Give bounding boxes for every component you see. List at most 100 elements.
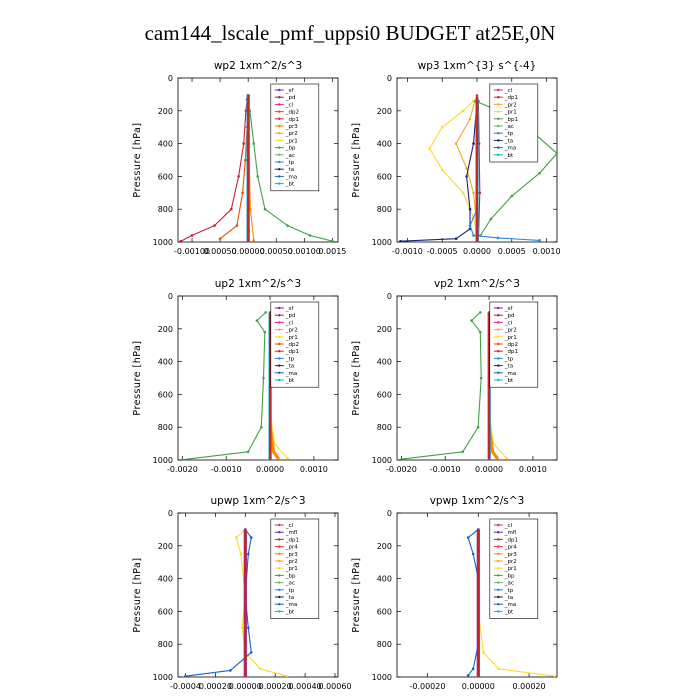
legend-marker [497,306,500,310]
legend-entry: _pr1 [285,138,298,144]
series-marker-pr1 [440,125,444,129]
y-tick-label: 200 [377,325,392,334]
legend-entry: _pr2 [504,328,517,334]
y-tick-label: 400 [377,358,392,367]
legend-entry: _bp [285,146,296,152]
legend-entry: _bp [504,573,515,579]
legend-marker [278,378,281,382]
legend-marker [278,357,281,360]
panel-5: upwp 1xm^2/s^3 Pressure [hPa] 0 200 400 600 80… [132,495,352,691]
legend-entry: _bt [504,609,514,615]
series-marker-pr1 [461,109,465,113]
y-tick-label: 1000 [372,673,392,682]
series-marker-pr1 [461,191,465,195]
series-line-bp [247,99,333,242]
legend-marker [497,103,500,106]
series-marker-pr1 [285,674,289,677]
y-tick-label: 800 [158,205,173,214]
legend-entry: _cl [285,320,294,326]
legend-marker [497,146,500,149]
legend-marker [278,581,281,584]
series-marker-pr2 [465,166,468,170]
series-marker-tp [471,552,475,556]
y-tick-label: 1000 [153,238,173,247]
plot-frame [177,512,339,678]
legend-entry: _pr2 [285,559,298,565]
legend-marker [497,153,500,156]
y-tick-label: 600 [377,172,392,181]
legend-entry: _cl [504,523,513,529]
y-tick-label: 800 [158,423,173,432]
legend-entry: _bp1 [504,117,518,123]
y-tick-label: 1000 [153,673,173,682]
legend-marker [278,523,281,527]
series-line-pr1 [429,100,478,236]
legend-marker [497,610,500,613]
x-tick-label: 0.00000 [232,247,265,256]
y-axis-label: Pressure [hPa] [132,122,143,197]
x-tick-label: 0.0000 [256,465,284,474]
legend-marker [497,328,500,331]
legend-marker [497,603,500,606]
series-marker-dp1 [190,234,194,237]
legend-marker [497,88,500,92]
legend-entry: _dp1 [285,349,299,355]
legend-entry: _pr1 [504,335,517,341]
legend-entry: _ta [285,364,294,370]
y-tick-label: 400 [158,358,173,367]
legend-entry: _pr1 [504,110,517,116]
legend-entry: _sf [285,88,295,94]
legend-marker [278,559,281,563]
series-marker-pr1 [497,667,500,671]
panel-4: vp2 1xm^2/s^3 Pressure [hPa] 0 200 400 600 800… [351,278,558,474]
legend-marker [497,117,500,121]
legend-entry: _pr2 [285,328,298,334]
plot-frame [396,295,558,461]
legend-entry: _cl [285,523,294,529]
series-marker-pr2 [468,117,472,121]
legend-entry: _dp1 [285,537,299,543]
legend-marker [497,124,500,128]
plot-area [184,528,289,677]
y-tick-label: 800 [158,640,173,649]
legend-marker [497,110,500,113]
series-marker-pr1 [263,330,267,334]
legend-marker [278,350,281,353]
legend-marker [497,545,500,548]
series-marker-dp1 [213,224,216,227]
legend-entry: _pr1 [285,566,298,572]
x-tick-label: 0.00060 [318,682,351,691]
panel-title: wp3 1xm^{3} s^{-4} [418,60,537,72]
y-tick-label: 0 [387,509,392,518]
panel-2: wp3 1xm^{3} s^{-4} Pressure [hPa] 0 200 400 6… [351,60,561,256]
plot-area [181,311,289,460]
legend-marker [278,175,281,178]
legend-entry: _pr3 [285,552,299,558]
legend-entry: _ma [285,371,297,377]
series-marker-pr1 [470,319,473,322]
series-line-pr2 [455,100,478,226]
legend-entry: _sf [504,306,514,312]
panel-title: vp2 1xm^2/s^3 [434,278,520,290]
legend-marker [497,588,500,591]
y-tick-label: 1000 [153,456,173,465]
x-tick-label: 0.0000 [463,247,491,256]
legend-entry: _dp2 [285,110,299,116]
legend-entry: _bt [504,378,514,384]
panels: wp2 1xm^2/s^3 Pressure [hPa] 0 200 400 600 800… [132,60,561,691]
legend-entry: _dp1 [504,537,518,543]
x-tick-label: 0.00020 [199,682,232,691]
series-marker-tp [184,674,187,677]
series-marker-dp2 [218,237,222,241]
x-tick-label: 0.0010 [533,247,561,256]
series-marker-ta [454,237,458,241]
legend-box [270,83,320,192]
series-marker-ta [399,239,402,242]
y-tick-label: 600 [158,390,173,399]
legend-marker [278,545,281,548]
y-tick-label: 600 [377,390,392,399]
legend-marker [497,538,500,541]
legend-entry: _pr2 [504,102,517,108]
x-tick-label: 0.00020 [513,682,546,691]
legend-marker [278,153,281,156]
